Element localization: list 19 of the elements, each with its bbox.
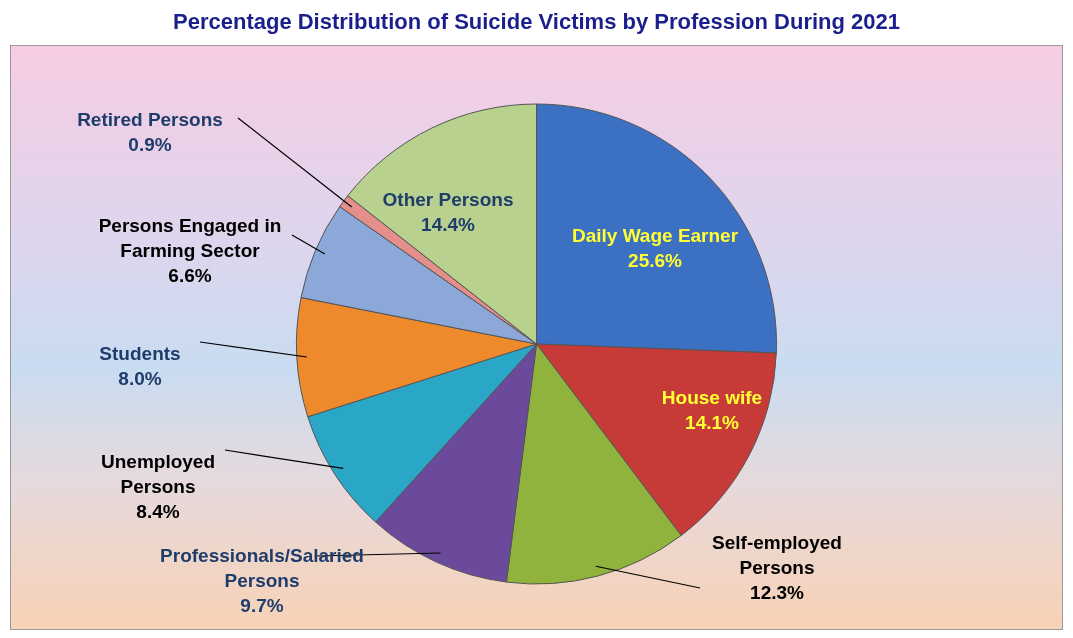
slice-label: Retired Persons <box>77 109 223 130</box>
slice-label: Self-employed Persons <box>712 532 842 578</box>
data-label: 6.6% <box>168 265 212 286</box>
slice-label: House wife <box>661 387 763 408</box>
data-label: 9.7% <box>240 595 284 616</box>
slice-label: Professionals/Salaried Persons <box>160 545 364 591</box>
data-label: 14.4% <box>421 214 476 235</box>
slice-label: Daily Wage Earner <box>571 225 739 246</box>
data-label: 8.4% <box>136 501 180 522</box>
slice-label: Persons Engaged in Farming Sector <box>98 215 282 261</box>
slice-label: Students <box>99 343 181 364</box>
data-label: 8.0% <box>118 368 162 389</box>
data-label: 25.6% <box>628 250 683 271</box>
data-label: 12.3% <box>750 582 805 603</box>
data-label: 14.1% <box>685 412 740 433</box>
slice-label: Other Persons <box>382 189 514 210</box>
data-label: 0.9% <box>128 134 172 155</box>
chart-title: Percentage Distribution of Suicide Victims by Profession During 2021 <box>173 9 900 34</box>
slice-label: Unemployed Persons <box>100 451 216 497</box>
